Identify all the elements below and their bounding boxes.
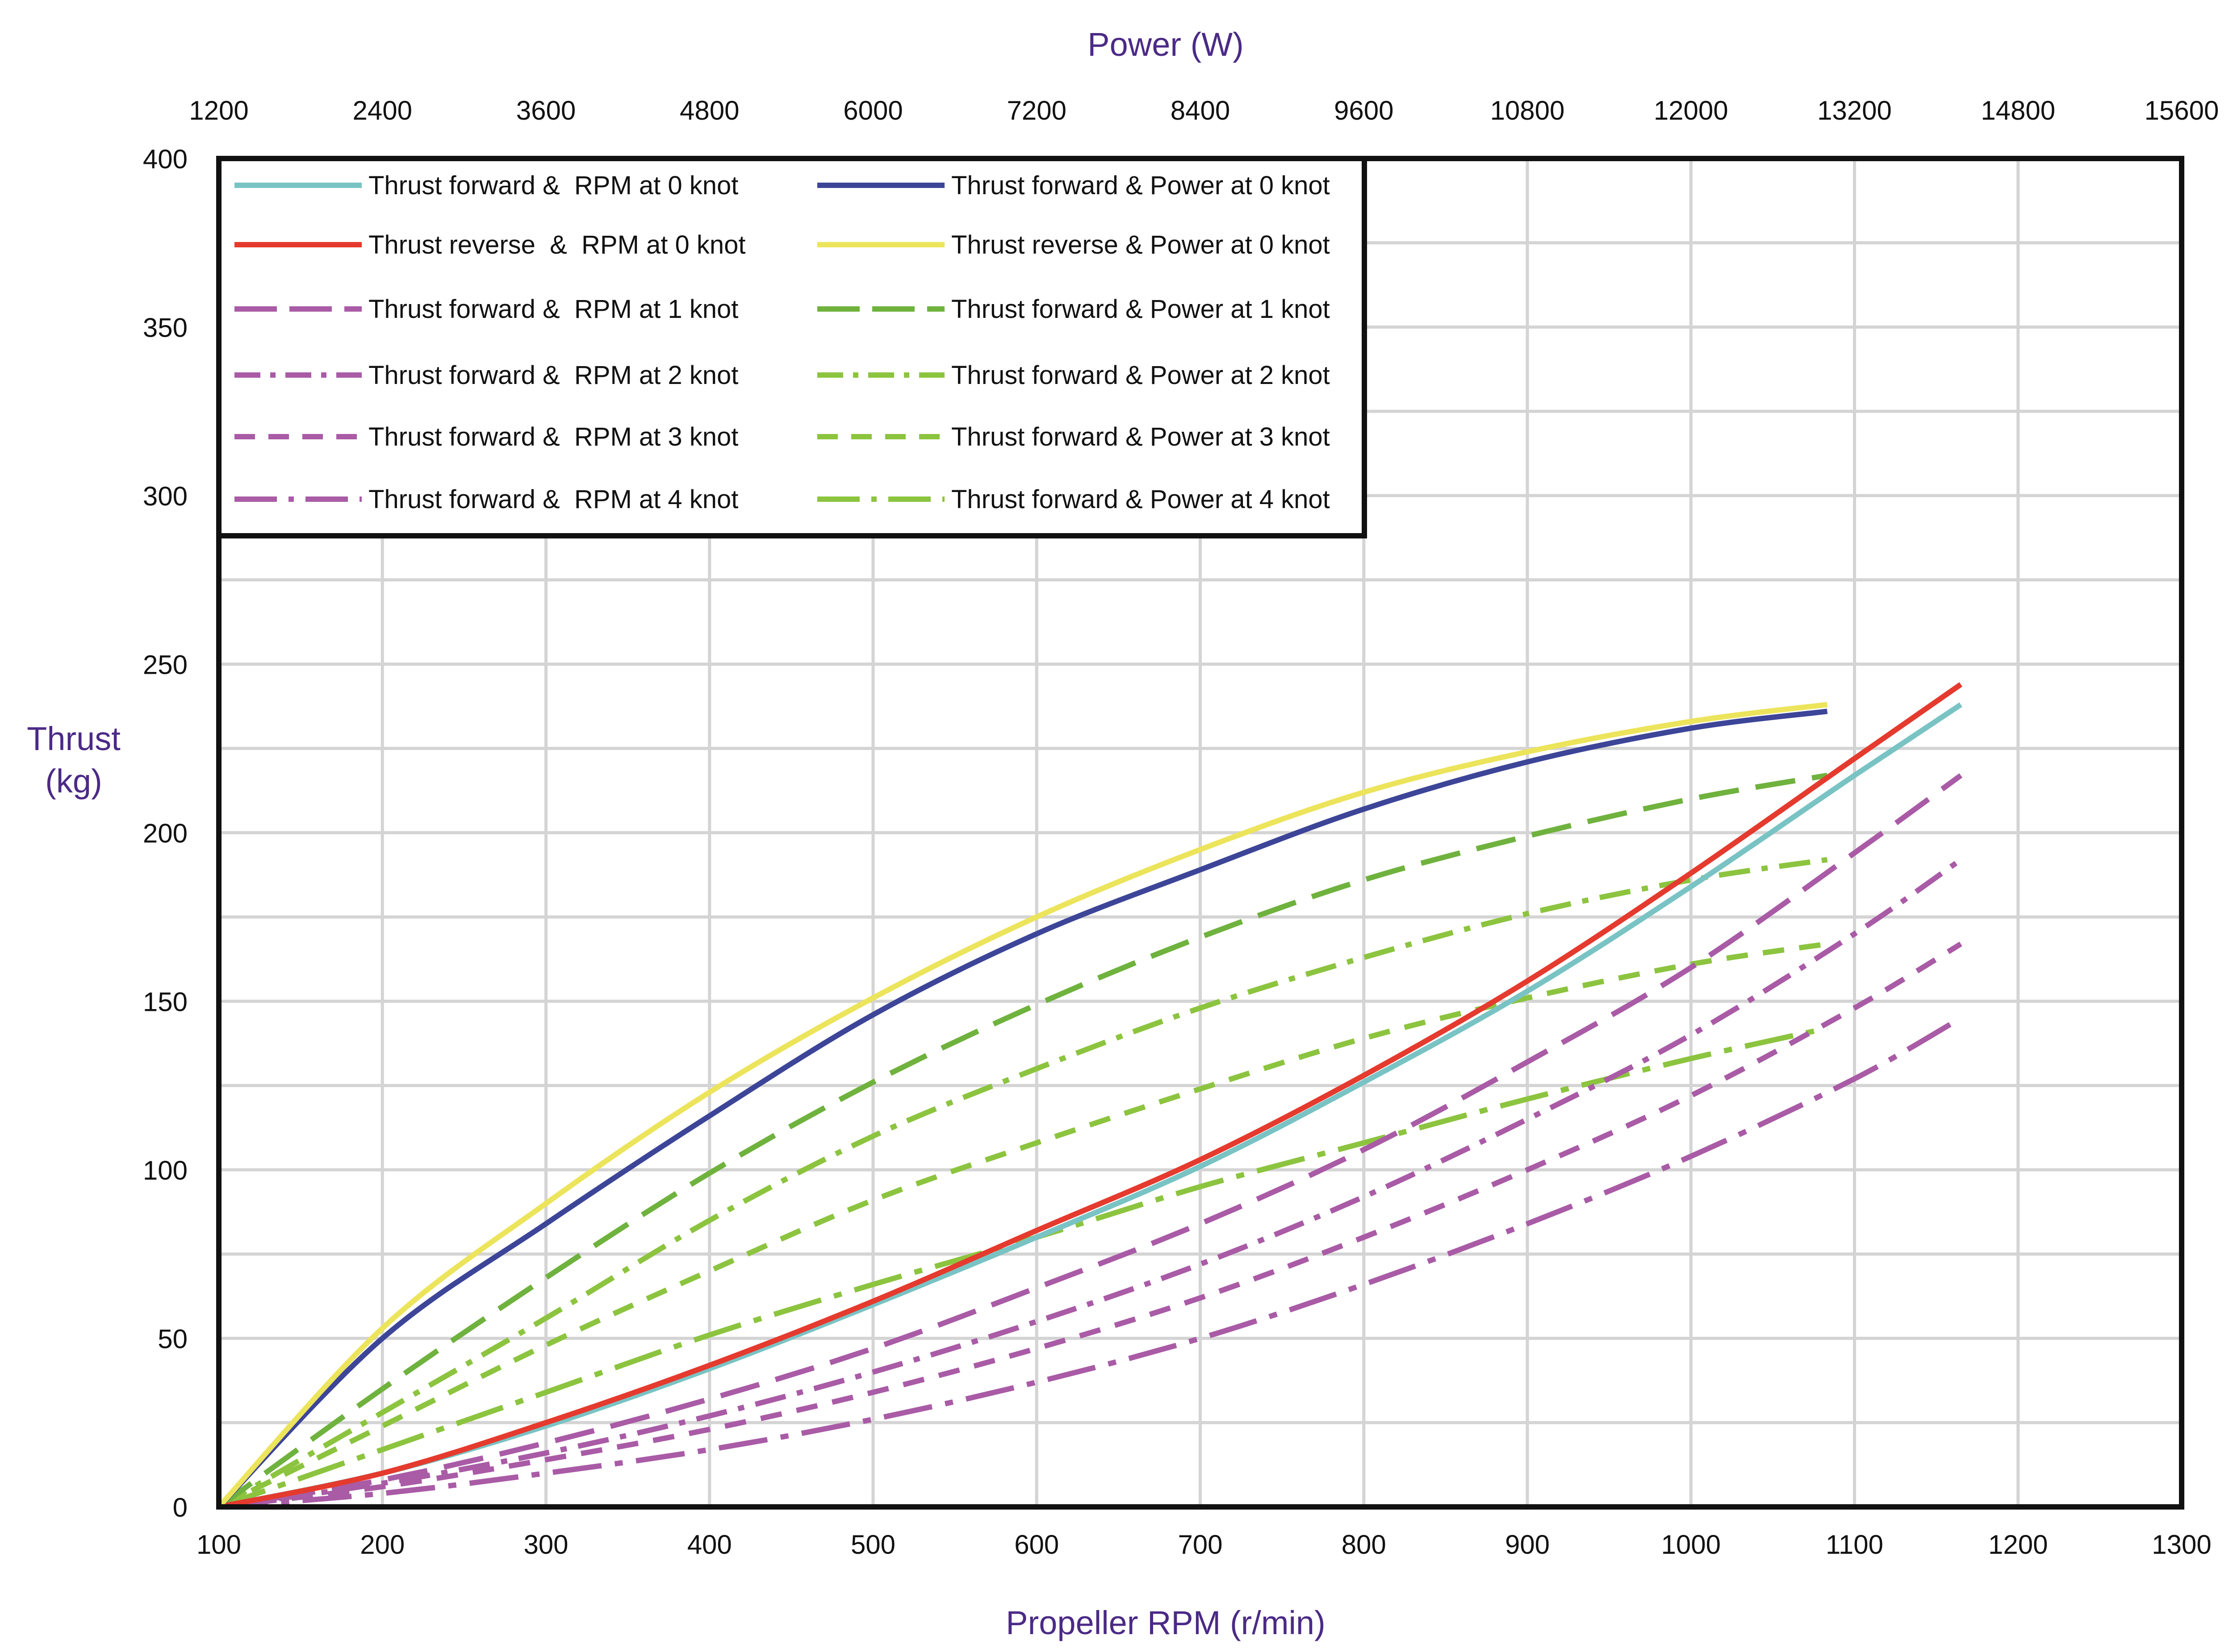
y-tick-label: 200 (143, 818, 188, 848)
legend-label: Thrust forward & Power at 4 knot (951, 485, 1330, 514)
legend-label: Thrust forward & Power at 1 knot (951, 295, 1330, 324)
legend-label: Thrust forward & RPM at 4 knot (368, 485, 738, 514)
series-line-5 (218, 942, 1962, 1510)
legend-label: Thrust reverse & Power at 0 knot (951, 230, 1330, 259)
series-line-1 (218, 702, 1962, 1510)
x-tick-label-rpm: 100 (197, 1530, 241, 1560)
y-tick-label: 100 (143, 1156, 188, 1185)
x-tick-label-power: 2400 (353, 96, 412, 125)
y-tick-label: 0 (173, 1493, 188, 1523)
legend-label: Thrust forward & Power at 0 knot (951, 171, 1330, 200)
y-tick-label: 400 (143, 144, 188, 174)
legend-label: Thrust reverse & RPM at 0 knot (368, 230, 746, 259)
x-tick-label-power: 13200 (1817, 96, 1892, 125)
series-line-4 (218, 857, 1962, 1510)
x-tick-label-power: 14800 (1981, 96, 2055, 125)
series-line-7 (217, 709, 1828, 1509)
y-tick-label: 350 (143, 313, 188, 343)
legend-label: Thrust forward & Power at 3 knot (951, 422, 1330, 451)
x-tick-label-rpm: 300 (523, 1530, 568, 1560)
legend: Thrust forward & RPM at 0 knot Thrust rev… (216, 156, 1367, 538)
x-tick-label-power: 7200 (1007, 96, 1066, 125)
x-tick-label-power: 15600 (2145, 96, 2219, 125)
x-tick-label-rpm: 1100 (1826, 1530, 1883, 1560)
x-tick-label-rpm: 1000 (1661, 1530, 1721, 1560)
series-line-10 (217, 857, 1828, 1510)
x-tick-label-rpm: 700 (1178, 1530, 1222, 1560)
y-axis-title-line-1: Thrust (27, 720, 121, 757)
y-axis-title-line-2: (kg) (45, 763, 102, 800)
legend-label: Thrust forward & RPM at 0 knot (368, 171, 738, 200)
legend-label: Thrust forward & RPM at 3 knot (368, 422, 738, 451)
x-tick-label-power: 6000 (843, 96, 903, 125)
y-tick-label: 50 (158, 1324, 188, 1354)
series-line-11 (217, 941, 1828, 1510)
series-line-3 (218, 773, 1963, 1510)
x-tick-label-rpm: 1200 (1988, 1530, 2048, 1560)
x-tick-label-power: 8400 (1171, 96, 1230, 125)
x-tick-label-power: 1200 (189, 96, 248, 125)
x-tick-label-rpm: 1300 (2152, 1530, 2211, 1560)
x-tick-label-rpm: 800 (1342, 1530, 1386, 1560)
series-line-6 (218, 1016, 1962, 1510)
x-tick-label-power: 3600 (516, 96, 576, 125)
x-tick-label-rpm: 500 (851, 1530, 895, 1560)
series-line-8 (217, 702, 1828, 1509)
legend-label: Thrust forward & RPM at 2 knot (368, 361, 738, 390)
x-tick-label-power: 9600 (1334, 96, 1393, 125)
tick-labels: 100 200 300 400 500 600 700 800 900 1000 1100 1200 1… (143, 96, 2219, 1560)
x-tick-label-rpm: 200 (360, 1530, 405, 1560)
x-tick-label-power: 4800 (680, 96, 739, 125)
x-tick-label-power: 12000 (1654, 96, 1728, 125)
x-tick-label-rpm: 600 (1014, 1530, 1059, 1560)
series-line-2 (218, 682, 1962, 1510)
y-tick-label: 300 (143, 481, 188, 511)
bottom-axis-title: Propeller RPM (r/min) (1006, 1604, 1325, 1641)
top-axis-title: Power (W) (1087, 26, 1243, 63)
series-line-9 (217, 772, 1828, 1509)
y-tick-label: 150 (143, 987, 188, 1017)
legend-box (216, 156, 1367, 538)
legend-label: Thrust forward & Power at 2 knot (951, 361, 1330, 390)
legend-label: Thrust forward & RPM at 1 knot (368, 295, 738, 324)
series-layer (217, 682, 1963, 1510)
x-tick-label-rpm: 900 (1505, 1530, 1550, 1560)
y-tick-label: 250 (143, 650, 188, 680)
x-tick-label-power: 10800 (1490, 96, 1565, 125)
x-tick-label-rpm: 400 (687, 1530, 732, 1560)
